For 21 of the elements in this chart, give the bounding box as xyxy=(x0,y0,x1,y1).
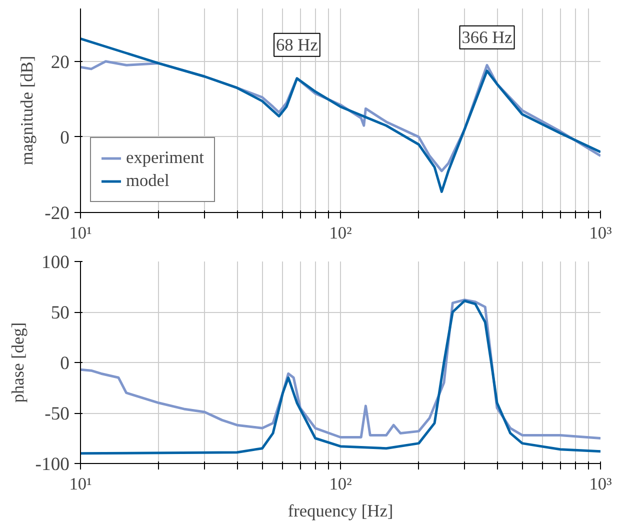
legend-label: model xyxy=(126,171,170,191)
y-tick-label: 20 xyxy=(50,52,70,73)
annotation: 68 Hz xyxy=(276,35,318,54)
x-tick-label: 10¹ xyxy=(69,224,92,242)
y-tick-label: 0 xyxy=(60,353,70,374)
y-tick-label: -20 xyxy=(44,203,70,224)
y-tick-label: 0 xyxy=(60,127,70,148)
y-axis-title: magnitude [dB] xyxy=(18,56,37,166)
x-axis-title: frequency [Hz] xyxy=(288,502,394,520)
x-tick-label: 10³ xyxy=(589,474,612,494)
y-tick-label: -100 xyxy=(35,454,70,475)
legend-label: experiment xyxy=(126,148,204,168)
x-tick-label: 10¹ xyxy=(69,474,92,494)
y-tick-label: 50 xyxy=(50,302,70,324)
x-tick-label: 10³ xyxy=(589,224,612,242)
y-axis-title: phase [deg] xyxy=(8,322,28,403)
y-tick-label: 100 xyxy=(42,252,70,273)
x-tick-label: 10² xyxy=(329,474,352,494)
x-tick-label: 10² xyxy=(329,224,352,242)
annotation: 366 Hz xyxy=(462,28,513,47)
y-tick-label: -50 xyxy=(44,404,70,424)
